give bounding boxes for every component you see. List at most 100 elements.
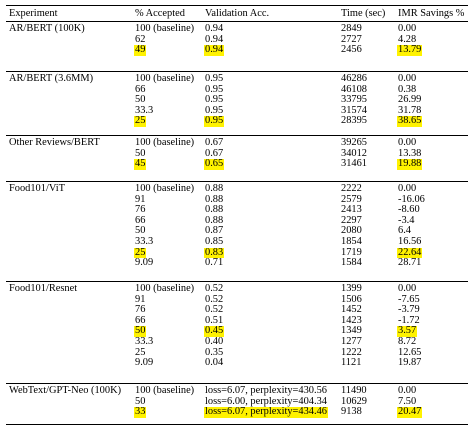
- top-rule: [6, 5, 468, 7]
- table-row: 45 0.65 31461 19.88: [0, 158, 474, 170]
- time-cell: 2080: [341, 225, 362, 237]
- accepted-cell: 62: [135, 33, 146, 45]
- validation-cell: 0.88: [205, 183, 224, 194]
- validation-cell: 0.67: [205, 147, 224, 159]
- accepted-cell: 49: [134, 44, 147, 56]
- validation-cell: 0.95: [205, 94, 224, 106]
- table-row: 49 0.94 2456 13.79: [0, 44, 474, 56]
- time-cell: 1222: [341, 346, 362, 358]
- table-row: AR/BERT (3.6MM) 100 (baseline) 0.95 46286 0.…: [0, 73, 474, 85]
- table-row: 91 0.52 1506 -7.65: [0, 293, 474, 306]
- experiment-name: Other Reviews/BERT: [9, 137, 100, 148]
- accepted-cell: 9.09: [135, 257, 154, 269]
- savings-cell: -8.60: [398, 204, 420, 216]
- time-cell: 11490: [341, 385, 367, 396]
- accepted-cell: 9.09: [135, 357, 154, 369]
- table-row: 25 0.95 28395 38.65: [0, 115, 474, 127]
- header-rule: [6, 21, 468, 22]
- validation-cell: 0.83: [204, 246, 225, 258]
- accepted-cell: 50: [134, 325, 147, 337]
- savings-cell: 20.47: [397, 406, 423, 418]
- accepted-cell: 100 (baseline): [135, 283, 195, 294]
- savings-cell: 0.00: [398, 23, 417, 34]
- validation-cell: 0.04: [205, 357, 224, 369]
- savings-cell: 3.57: [397, 325, 418, 337]
- savings-cell: -16.06: [398, 193, 425, 205]
- validation-cell: loss=6.07, perplexity=430.56: [205, 385, 327, 396]
- table-row: 76 0.52 1452 -3.79: [0, 304, 474, 316]
- accepted-cell: 100 (baseline): [135, 137, 195, 148]
- accepted-cell: 66: [135, 83, 146, 95]
- time-cell: 1854: [341, 236, 362, 247]
- savings-cell: 6.4: [398, 225, 411, 237]
- accepted-cell: 25: [135, 346, 146, 358]
- time-cell: 31461: [341, 158, 367, 170]
- time-cell: 2413: [341, 204, 362, 216]
- accepted-cell: 100 (baseline): [135, 23, 195, 34]
- table-row: Food101/Resnet 100 (baseline) 0.52 1399 0.00: [0, 283, 474, 295]
- accepted-cell: 50: [135, 147, 146, 159]
- header-savings: IMR Savings %: [398, 8, 465, 19]
- savings-cell: 22.64: [397, 246, 423, 258]
- validation-cell: 0.88: [205, 193, 224, 205]
- table-row: 76 0.88 2413 -8.60: [0, 204, 474, 216]
- table-row: 25 0.83 1719 22.64: [0, 246, 474, 259]
- validation-cell: 0.94: [205, 33, 224, 45]
- time-cell: 1719: [341, 246, 362, 258]
- validation-cell: 0.52: [205, 293, 224, 305]
- header-accepted: % Accepted: [135, 8, 185, 19]
- savings-cell: 13.38: [398, 147, 422, 159]
- table-row: 33.3 0.40 1277 8.72: [0, 336, 474, 348]
- table-row: 33.3 0.85 1854 16.56: [0, 236, 474, 248]
- header-row: Experiment % Accepted Validation Acc. Ti…: [0, 8, 474, 20]
- validation-cell: 0.71: [205, 257, 224, 269]
- validation-cell: 0.88: [205, 204, 224, 216]
- accepted-cell: 66: [135, 314, 146, 326]
- savings-cell: 4.28: [398, 33, 417, 45]
- table-row: WebText/GPT-Neo (100K) 100 (baseline) loss…: [0, 385, 474, 397]
- experiment-name: Food101/ViT: [9, 183, 65, 194]
- accepted-cell: 33.3: [135, 236, 154, 247]
- savings-cell: 0.00: [398, 137, 417, 148]
- table-row: 66 0.88 2297 -3.4: [0, 214, 474, 227]
- accepted-cell: 66: [135, 214, 146, 226]
- savings-cell: 19.87: [398, 357, 422, 369]
- time-cell: 28395: [341, 115, 367, 127]
- group-rule: [6, 181, 468, 182]
- table-row: 50 loss=6.00, perplexity=404.34 10629 7.50: [0, 395, 474, 408]
- table-row: 9.09 0.71 1584 28.71: [0, 257, 474, 269]
- table-row: 62 0.94 2727 4.28: [0, 33, 474, 46]
- validation-cell: 0.40: [205, 336, 224, 347]
- savings-cell: 0.00: [398, 73, 417, 84]
- accepted-cell: 33.3: [135, 104, 154, 116]
- group-rule: [6, 135, 468, 136]
- time-cell: 2297: [341, 214, 362, 226]
- time-cell: 2456: [341, 44, 362, 56]
- validation-cell: 0.94: [205, 23, 224, 34]
- validation-cell: 0.52: [205, 283, 224, 294]
- table-row: 33 loss=6.07, perplexity=434.46 9138 20.47: [0, 406, 474, 418]
- validation-cell: 0.51: [205, 314, 224, 326]
- savings-cell: -7.65: [398, 293, 420, 305]
- table-row: 25 0.35 1222 12.65: [0, 346, 474, 359]
- time-cell: 1121: [341, 357, 362, 369]
- savings-cell: -1.72: [398, 314, 420, 326]
- accepted-cell: 50: [135, 94, 146, 106]
- table-row: 91 0.88 2579 -16.06: [0, 193, 474, 206]
- header-experiment: Experiment: [9, 8, 58, 19]
- validation-cell: 0.65: [204, 158, 225, 170]
- time-cell: 1506: [341, 293, 362, 305]
- savings-cell: -3.4: [398, 214, 415, 226]
- table-row: 66 0.51 1423 -1.72: [0, 314, 474, 327]
- accepted-cell: 25: [134, 246, 147, 258]
- table-row: 50 0.45 1349 3.57: [0, 325, 474, 337]
- time-cell: 1584: [341, 257, 362, 269]
- savings-cell: 28.71: [398, 257, 422, 269]
- accepted-cell: 50: [135, 395, 146, 407]
- time-cell: 1349: [341, 325, 362, 337]
- group-rule: [6, 383, 468, 384]
- time-cell: 39265: [341, 137, 367, 148]
- experiment-name: AR/BERT (100K): [9, 23, 85, 34]
- validation-cell: 0.95: [205, 73, 224, 84]
